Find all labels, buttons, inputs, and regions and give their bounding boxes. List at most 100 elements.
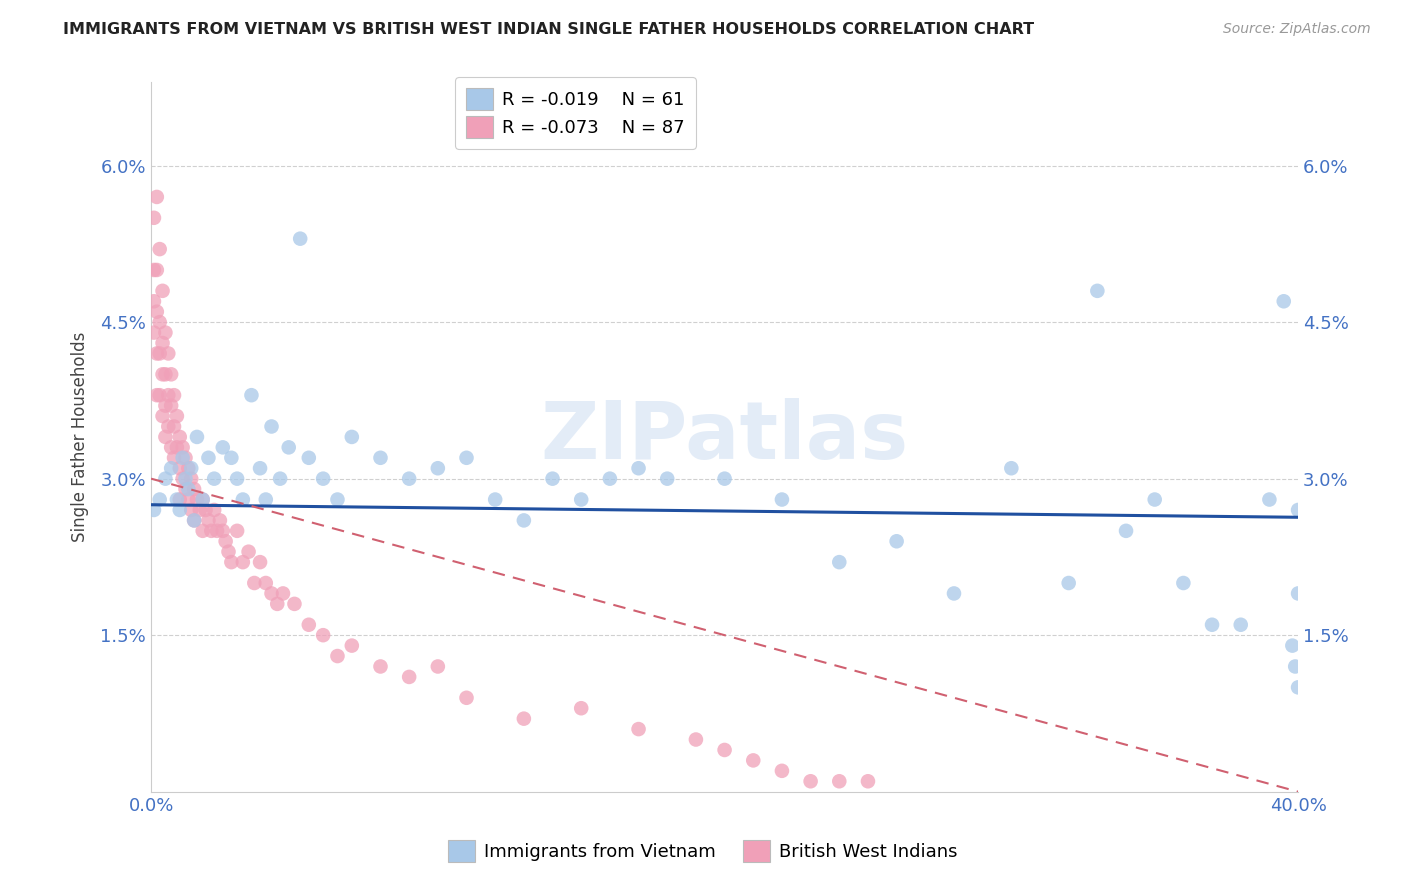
Point <box>1201 617 1223 632</box>
Point <box>155 430 177 444</box>
Point <box>177 482 200 496</box>
Point <box>172 472 194 486</box>
Point <box>283 597 305 611</box>
Point <box>370 659 392 673</box>
Point <box>166 409 188 423</box>
Point <box>197 450 219 465</box>
Point <box>800 774 823 789</box>
Point <box>197 513 219 527</box>
Point <box>149 388 172 402</box>
Point <box>340 430 363 444</box>
Point <box>174 450 197 465</box>
Point <box>163 388 186 402</box>
Point <box>232 492 254 507</box>
Point <box>194 503 217 517</box>
Point <box>1284 659 1306 673</box>
Point <box>202 503 225 517</box>
Point <box>155 368 177 382</box>
Point <box>155 472 177 486</box>
Point <box>146 190 169 204</box>
Point <box>271 586 294 600</box>
Point <box>290 232 312 246</box>
Point <box>191 524 214 538</box>
Point <box>541 472 564 486</box>
Point <box>456 450 478 465</box>
Point <box>770 492 793 507</box>
Point <box>1286 586 1309 600</box>
Point <box>569 492 592 507</box>
Point <box>202 472 225 486</box>
Point <box>149 492 172 507</box>
Point <box>166 492 188 507</box>
Point <box>180 472 202 486</box>
Point <box>152 336 174 351</box>
Point <box>569 701 592 715</box>
Point <box>142 263 165 277</box>
Point <box>627 722 650 736</box>
Point <box>226 472 249 486</box>
Point <box>149 346 172 360</box>
Point <box>370 450 392 465</box>
Point <box>599 472 621 486</box>
Point <box>1281 639 1303 653</box>
Point <box>149 242 172 256</box>
Point <box>1258 492 1281 507</box>
Point <box>157 419 180 434</box>
Point <box>160 368 183 382</box>
Point <box>163 450 186 465</box>
Point <box>298 450 321 465</box>
Legend: R = -0.019    N = 61, R = -0.073    N = 87: R = -0.019 N = 61, R = -0.073 N = 87 <box>456 77 696 149</box>
Point <box>1085 284 1108 298</box>
Point <box>142 503 165 517</box>
Point <box>177 492 200 507</box>
Point <box>340 639 363 653</box>
Point <box>166 441 188 455</box>
Point <box>426 461 449 475</box>
Point <box>160 441 183 455</box>
Point <box>146 304 169 318</box>
Point <box>214 534 236 549</box>
Point <box>152 284 174 298</box>
Point <box>426 659 449 673</box>
Point <box>232 555 254 569</box>
Point <box>260 586 283 600</box>
Point <box>183 482 205 496</box>
Point <box>172 441 194 455</box>
Point <box>174 472 197 486</box>
Point <box>149 315 172 329</box>
Point <box>943 586 966 600</box>
Point <box>183 513 205 527</box>
Point <box>142 294 165 309</box>
Text: IMMIGRANTS FROM VIETNAM VS BRITISH WEST INDIAN SINGLE FATHER HOUSEHOLDS CORRELAT: IMMIGRANTS FROM VIETNAM VS BRITISH WEST … <box>63 22 1035 37</box>
Point <box>657 472 679 486</box>
Point <box>456 690 478 705</box>
Y-axis label: Single Father Households: Single Father Households <box>72 332 89 542</box>
Point <box>240 388 263 402</box>
Point <box>1286 503 1309 517</box>
Point <box>155 326 177 340</box>
Point <box>146 263 169 277</box>
Point <box>713 743 735 757</box>
Point <box>152 409 174 423</box>
Text: ZIPatlas: ZIPatlas <box>540 398 908 476</box>
Point <box>856 774 879 789</box>
Point <box>398 472 420 486</box>
Point <box>188 503 211 517</box>
Point <box>828 774 851 789</box>
Point <box>169 503 191 517</box>
Point <box>1286 681 1309 695</box>
Point <box>191 492 214 507</box>
Point <box>142 326 165 340</box>
Point <box>163 419 186 434</box>
Point <box>1143 492 1166 507</box>
Point <box>513 513 536 527</box>
Point <box>186 430 208 444</box>
Point <box>155 399 177 413</box>
Point <box>238 545 260 559</box>
Point <box>169 492 191 507</box>
Point <box>157 346 180 360</box>
Point <box>157 388 180 402</box>
Point <box>770 764 793 778</box>
Point <box>1000 461 1022 475</box>
Point <box>1057 576 1080 591</box>
